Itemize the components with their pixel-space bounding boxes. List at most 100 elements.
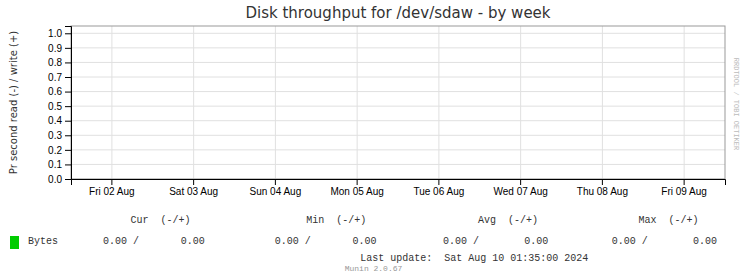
last-update: Last update: Sat Aug 10 01:35:00 2024 [360,253,588,264]
tick-mark [65,77,71,78]
tick-mark [520,179,521,185]
tick-label: Tue 06 Aug [413,186,464,197]
grid-line [71,120,725,121]
plot-frame [71,26,725,179]
tick-label: Fri 09 Aug [661,186,707,197]
grid-line [111,26,112,179]
tick-mark [193,179,194,185]
tick: 0.9 [48,43,71,54]
tick: 0.8 [48,57,71,68]
legend-swatch [10,236,19,249]
stat-value: 0.00 / [443,236,479,247]
tick-label: 0.7 [48,72,62,83]
axis-line [72,180,726,186]
tick: Mon 05 Aug [330,179,383,197]
y-axis-title: Pr second read (-) / write (+) [8,31,19,174]
title: Disk throughput for /dev/sdaw - by week [245,4,550,22]
stat-value: 0.00 / [275,236,311,247]
side-label: RRDTOOL / TOBI OETIKER [732,58,740,151]
tick-label: Sun 04 Aug [250,186,302,197]
legend: Bytes [10,236,58,249]
grid-line [71,77,725,78]
stat-value: 0.00 [693,236,717,247]
grid-line [438,26,439,179]
tick: Wed 07 Aug [493,179,547,197]
tick-mark [684,179,685,185]
annotations: RRDTOOL / TOBI OETIKER Cur (-/+) Min (-/+)… [103,58,740,273]
tick: 0.7 [48,72,71,83]
grid-line [71,91,725,92]
tick-label: 0.3 [48,130,62,141]
tick-label: 0.6 [48,86,62,97]
tick-label: Sat 03 Aug [169,186,218,197]
stat-header: Cur (-/+) [131,215,191,226]
grid-line [71,62,725,63]
grid-line [357,26,358,179]
tick-label: Thu 08 Aug [577,186,628,197]
tick-mark [65,33,71,34]
tick-label: Fri 02 Aug [89,186,135,197]
plot: 0.0 0.1 0.2 0.3 0.4 0.5 0.6 0.7 0.8 0.9 1.0 Fri 02 … [48,26,725,197]
stat-value: 0.00 [181,236,205,247]
tick-mark [65,164,71,165]
tick-label: 0.8 [48,57,62,68]
tick: 0.0 [48,174,71,185]
tick-mark [357,179,358,185]
tick-mark [111,179,112,185]
grid [71,26,725,179]
grid-line [193,26,194,179]
tick-label: Wed 07 Aug [493,186,547,197]
tick-mark [65,121,71,122]
tick-mark [438,179,439,185]
tick: Sun 04 Aug [250,179,302,197]
grid-line [602,26,603,179]
tick-label: 0.2 [48,145,62,156]
tick: 1.0 [48,28,71,39]
grid-line [520,26,521,179]
grid-line [71,33,725,34]
tick-mark [65,62,71,63]
tick: 0.2 [48,145,71,156]
grid-line [71,135,725,136]
tick: Sat 03 Aug [169,179,218,197]
tick-label: 1.0 [48,28,62,39]
tick-mark [275,179,276,185]
stat-value: 0.00 [353,236,377,247]
tick: Thu 08 Aug [577,179,628,197]
tick-label: 0.5 [48,101,62,112]
grid-line [71,149,725,150]
grid-line [71,106,725,107]
tick: 0.6 [48,86,71,97]
legend-label: Bytes [28,236,58,247]
grid-line [71,47,725,48]
axis-line [65,27,72,180]
tick-label: 0.0 [48,174,62,185]
tick: Tue 06 Aug [413,179,464,197]
stat-header: Min (-/+) [306,215,366,226]
stat-header: Max (-/+) [638,215,698,226]
tick-mark [65,48,71,49]
grid-line [684,26,685,179]
tick-mark [65,179,71,180]
grid-line [71,164,725,165]
tick-label: Mon 05 Aug [330,186,383,197]
tick-mark [602,179,603,185]
stat-value: 0.00 / [103,236,139,247]
tick: 0.5 [48,101,71,112]
tick: Fri 02 Aug [89,179,135,197]
tick: 0.3 [48,130,71,141]
tick: 0.1 [48,159,71,170]
stat-header: Avg (-/+) [478,215,538,226]
tick-mark [65,106,71,107]
stat-value: 0.00 [524,236,548,247]
stat-value: 0.00 / [612,236,648,247]
tick-mark [65,150,71,151]
y-axis: 0.0 0.1 0.2 0.3 0.4 0.5 0.6 0.7 0.8 0.9 1.0 [48,27,71,185]
tick-label: 0.9 [48,43,62,54]
tick-mark [65,92,71,93]
tick-label: 0.4 [48,115,62,126]
chart: 0.0 0.1 0.2 0.3 0.4 0.5 0.6 0.7 0.8 0.9 1.0 Fri 02 … [0,0,747,275]
tick: Fri 09 Aug [661,179,707,197]
tick-label: 0.1 [48,159,62,170]
tick-mark [65,135,71,136]
